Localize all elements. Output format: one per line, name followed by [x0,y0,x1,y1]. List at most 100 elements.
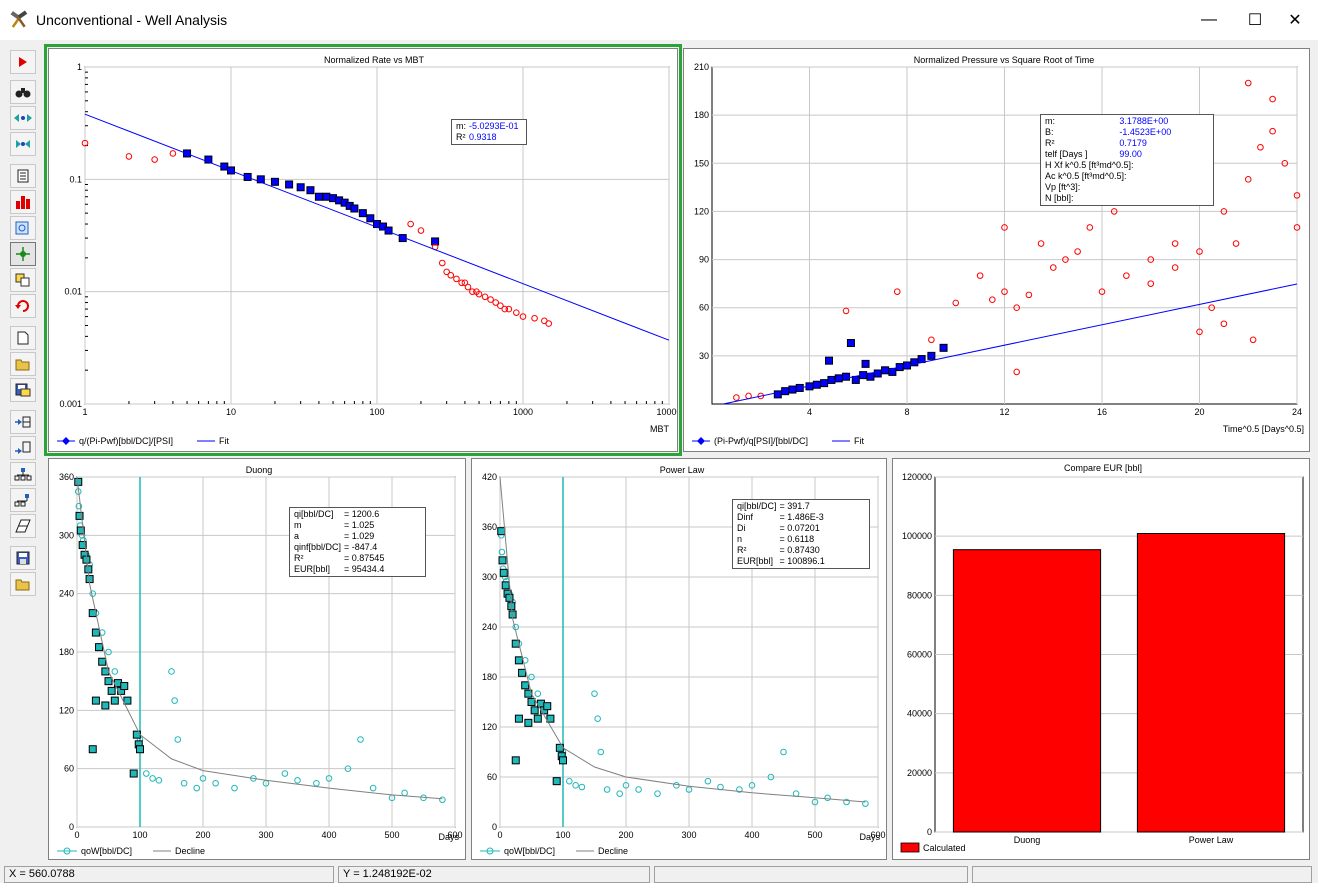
bar [952,549,1102,833]
selected-point [514,656,523,665]
data-point [748,782,756,789]
data-point [407,220,414,228]
data-point [487,296,494,303]
info-key: qi[bbl/DC] [294,509,334,519]
chart-title: Compare EUR [bbl] [1064,463,1142,473]
data-point [572,782,579,789]
data-point [168,668,175,675]
legend-label: Decline [598,846,628,856]
tree-2-icon[interactable] [10,488,36,512]
data-point [155,777,163,784]
tree-icon[interactable] [10,462,36,486]
maximize-button[interactable]: ☐ [1247,12,1263,29]
selected-point [498,556,507,565]
data-point [417,227,425,234]
x-tick-label: 200 [618,830,633,840]
data-point [149,775,156,782]
zoom-icon[interactable] [10,216,36,240]
open-icon[interactable] [10,572,36,596]
binoculars-icon[interactable] [10,80,36,104]
x-tick-label: 10000 [656,407,677,417]
compress-icon[interactable] [10,132,36,156]
selected-point [527,698,536,706]
report-icon[interactable] [10,164,36,188]
data-point [862,800,869,807]
selected-point [497,527,506,536]
legend-label: q/(Pi-Pwf)[bbl/DC]/[PSI] [79,436,173,446]
data-point [1244,176,1252,183]
expand-icon[interactable] [10,106,36,130]
data-point [767,773,775,781]
info-value: = 1.029 [344,531,375,541]
point-pick-icon[interactable] [10,242,36,266]
chart-panel-normalized-rate-mbt[interactable]: Normalized Rate vs MBT 1 10 100 1000 10000 0.… [44,44,682,456]
chart-panel-normalized-pressure-sqrt[interactable]: Normalized Pressure vs Square Root of Ti… [683,48,1310,452]
info-value: 0.9318 [469,132,497,142]
chart-panel-compare-eur[interactable]: Compare EUR [bbl] 0 20000 40000 60000 80000 1… [892,458,1310,860]
open-folder-icon[interactable] [10,352,36,376]
chart-panel-duong[interactable]: Duong 0 100 200 300 400 500 600 0 60 120 180 240 300… [48,458,466,860]
selected-point [842,372,851,381]
legend-marker-diamond [62,437,70,445]
data-point [497,302,504,310]
data-point [171,697,178,704]
bar-chart-icon[interactable] [10,190,36,214]
data-point [893,288,901,295]
data-point [344,765,352,772]
data-point [481,293,489,301]
close-button[interactable]: ✕ [1288,12,1302,29]
legend-label: Fit [219,436,229,446]
info-key: R² [294,553,304,563]
legend-marker-circle [63,847,71,855]
selected-point [825,356,833,365]
data-point [294,777,301,784]
info-value: = 0.07201 [779,523,820,533]
selected-point [514,714,523,723]
add-curve-2-icon[interactable] [10,436,36,460]
data-point [1220,208,1228,215]
add-curve-icon[interactable] [10,410,36,434]
data-point [1220,320,1228,328]
y-tick-label: 1 [77,62,82,72]
data-point [1001,224,1008,231]
y-tick-label: 60 [64,764,74,774]
save-as-icon[interactable] [10,378,36,402]
minimize-button[interactable]: — [1201,11,1217,28]
new-file-icon[interactable] [10,326,36,350]
chart-panel-power-law[interactable]: Power Law 0 100 200 300 400 500 600 0 60 120 180 24… [471,458,887,860]
eraser-icon[interactable] [10,514,36,538]
selected-point [524,718,533,727]
data-point [1232,240,1240,247]
data-point [1281,159,1289,167]
data-point [1013,368,1020,376]
y-tick-label: 0.01 [64,287,82,297]
selected-point [110,696,119,705]
x-tick-label: 400 [321,830,336,840]
selected-point [296,183,305,192]
y-tick-label: 40000 [907,709,932,719]
series-line [499,476,866,803]
data-point [1147,280,1155,287]
data-point [1244,79,1252,87]
legend-swatch [900,842,920,853]
info-key: a [294,531,300,541]
y-tick-label: 120000 [902,472,932,482]
play-icon[interactable] [10,50,36,74]
x-axis-label: Time^0.5 [Days^0.5] [1223,424,1304,434]
data-point [736,786,743,793]
selected-point [501,581,510,590]
data-point [842,307,850,315]
data-point [1086,224,1094,231]
legend-label: Decline [175,846,205,856]
selected-point [366,214,375,223]
info-value: = 100896.1 [779,556,825,566]
info-value: 3.1788E+00 [1119,116,1169,126]
refresh-icon[interactable] [10,294,36,318]
series-line [76,476,443,800]
status-pane-4 [972,866,1312,883]
data-point [1001,288,1008,295]
save-icon[interactable] [10,546,36,570]
selected-point [88,745,97,754]
data-point [952,299,960,307]
compare-icon[interactable] [10,268,36,292]
